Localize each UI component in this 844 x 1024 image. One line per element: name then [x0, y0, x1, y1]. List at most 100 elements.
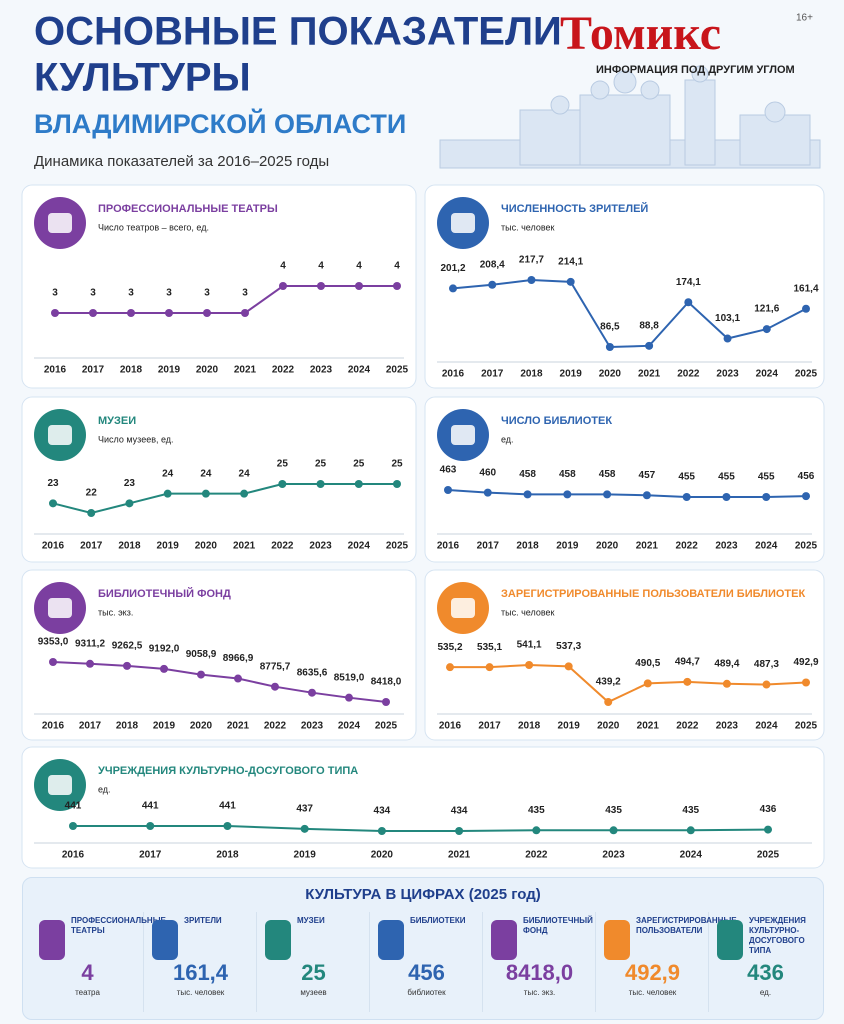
value-label: 3 [90, 288, 96, 299]
chart-subtitle: тыс. человек [501, 607, 555, 617]
value-label: 9311,2 [75, 638, 105, 649]
chart-subtitle: ед. [501, 434, 514, 444]
x-tick-label: 2019 [560, 369, 583, 380]
line [447, 489, 807, 498]
chart-icon-glyph [451, 425, 475, 445]
summary-icon [39, 920, 65, 960]
x-tick-label: 2018 [120, 365, 143, 376]
value-label: 460 [479, 467, 496, 478]
point [279, 282, 287, 290]
point [278, 480, 287, 488]
summary-label: БИБЛИОТЕКИ [410, 916, 466, 925]
summary-label: МУЗЕИ [297, 916, 325, 925]
value-label: 25 [277, 459, 289, 470]
value-label: 494,7 [675, 656, 700, 667]
value-label: 9192,0 [149, 644, 180, 655]
point [163, 489, 172, 498]
value-label: 24 [239, 468, 251, 479]
point [566, 277, 575, 286]
point [86, 659, 94, 668]
x-tick-label: 2020 [596, 541, 619, 552]
summary-value: 161,4 [172, 960, 229, 985]
line [449, 663, 807, 704]
point [241, 309, 249, 317]
value-label: 463 [440, 465, 457, 476]
point [444, 486, 452, 494]
chart-panel [21, 396, 417, 563]
value-label: 3 [204, 288, 210, 299]
value-label: 434 [374, 806, 391, 817]
x-tick-label: 2022 [272, 365, 295, 376]
point [51, 309, 59, 317]
x-tick-label: 2025 [386, 365, 409, 376]
point [605, 343, 614, 351]
point [604, 698, 613, 706]
summary-icon [604, 920, 630, 960]
x-tick-label: 2022 [677, 369, 700, 380]
x-tick-label: 2017 [80, 541, 103, 552]
summary-item: МУЗЕИ 25 музеев [257, 912, 370, 1012]
summary-icon [265, 920, 291, 960]
x-tick-label: 2022 [676, 721, 699, 732]
skyline [439, 65, 821, 169]
point [722, 679, 731, 688]
value-label: 25 [315, 459, 327, 470]
point [564, 662, 573, 671]
chart-title: УЧРЕЖДЕНИЯ КУЛЬТУРНО-ДОСУГОВОГО ТИПА [98, 765, 358, 777]
x-tick-label: 2022 [676, 541, 699, 552]
x-tick-label: 2017 [481, 369, 504, 380]
x-tick-label: 2018 [216, 850, 239, 861]
point [146, 822, 155, 830]
x-tick-label: 2023 [715, 541, 738, 552]
chart-panel [21, 746, 825, 869]
x-tick-label: 2024 [755, 721, 778, 732]
summary-unit: ед. [759, 988, 772, 997]
point [683, 677, 692, 686]
x-tick-label: 2019 [558, 721, 581, 732]
point [354, 480, 363, 488]
x-tick-label: 2016 [442, 369, 465, 380]
point [686, 826, 695, 835]
x-tick-label: 2023 [602, 850, 625, 861]
point [317, 282, 325, 290]
summary-item: ЗАРЕГИСТРИРОВАННЫЕ ПОЛЬЗОВАТЕЛИ 492,9 тыс.… [596, 912, 737, 1012]
point [316, 480, 325, 488]
x-tick-label: 2023 [301, 721, 324, 732]
summary-item: УЧРЕЖДЕНИЯ КУЛЬТУРНО-ДОСУГОВОГО ТИПА 436 е… [709, 912, 821, 1012]
point [234, 674, 242, 683]
x-tick-label: 2020 [196, 365, 219, 376]
value-label: 455 [758, 472, 775, 483]
x-tick-label: 2022 [525, 850, 548, 861]
value-label: 3 [52, 288, 58, 299]
point [165, 309, 173, 317]
value-label: 3 [242, 288, 248, 299]
value-label: 439,2 [596, 677, 621, 688]
value-label: 25 [353, 459, 365, 470]
x-tick-label: 2019 [157, 541, 180, 552]
x-tick-label: 2020 [597, 721, 620, 732]
subtitle: ВЛАДИМИРСКОЙ ОБЛАСТИ [34, 108, 406, 139]
x-tick-label: 2018 [516, 541, 539, 552]
title-line: ОСНОВНЫЕ ПОКАЗАТЕЛИ [34, 10, 562, 54]
value-label: 487,3 [754, 659, 779, 670]
x-tick-label: 2020 [599, 369, 622, 380]
x-tick-label: 2023 [310, 365, 333, 376]
value-label: 437 [296, 803, 313, 814]
point [223, 822, 232, 830]
point [563, 490, 572, 499]
point [89, 309, 97, 317]
value-label: 435 [682, 805, 699, 816]
value-label: 4 [356, 261, 362, 272]
summary-item: БИБЛИОТЕКИ 456 библиотек [370, 912, 483, 1012]
chart-subtitle: тыс. экз. [98, 607, 133, 617]
x-tick-label: 2020 [190, 721, 213, 732]
x-tick-label: 2020 [195, 541, 218, 552]
chart-subtitle: Число театров – всего, ед. [98, 222, 209, 232]
point [308, 688, 316, 697]
value-label: 23 [124, 478, 136, 489]
value-label: 86,5 [600, 322, 620, 333]
point [87, 509, 96, 517]
summary-label: УЧРЕЖДЕНИЯ КУЛЬТУРНО-ДОСУГОВОГО ТИПА [749, 916, 806, 955]
